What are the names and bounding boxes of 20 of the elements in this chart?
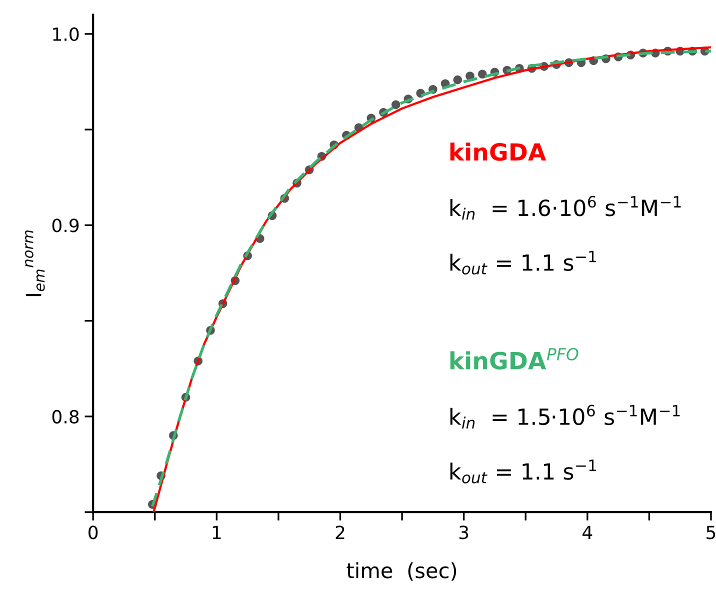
x-tick-label: 3 <box>459 526 468 540</box>
x-axis-title: time (sec) <box>346 562 456 581</box>
x-tick-label: 1 <box>212 526 221 539</box>
y-tick-label: 0.9 <box>52 218 79 232</box>
annotation: k$_{in}$ = 1.5·10$^{6}$ s$^{−1}$M$^{−1}$ <box>450 404 680 428</box>
point <box>391 100 400 110</box>
x-tick-label: 5 <box>706 526 716 540</box>
text: kinGDA$^{PFO}$ <box>450 348 578 370</box>
x-tick-label: 2 <box>336 526 344 539</box>
y-tick-label: 0.8 <box>52 410 79 424</box>
annotation: k$_{out}$ = 1.1 s$^{−1}$ <box>450 250 596 275</box>
point <box>453 75 462 84</box>
point <box>478 70 487 78</box>
x-tick-label: 0 <box>88 526 98 540</box>
annotation: k$_{out}$ = 1.1 s$^{−1}$ <box>450 460 596 484</box>
y-tick-label: 1.0 <box>53 27 79 42</box>
x-tick-label: 4 <box>582 526 592 539</box>
text: kinGDA <box>450 142 546 161</box>
y-axis-title: I$_{em}$$^{norm}$ <box>25 230 45 296</box>
annotation: k$_{in}$ = 1.6·10$^{6}$ s$^{−1}$M$^{−1}$ <box>450 196 681 220</box>
